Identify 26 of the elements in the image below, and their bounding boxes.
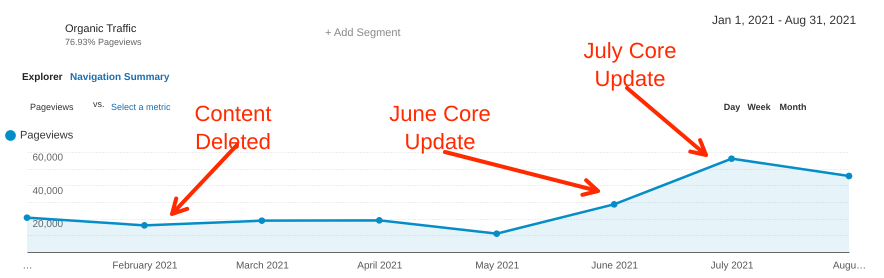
x-tick-label: June 2021 — [591, 260, 638, 272]
x-tick-label: March 2021 — [236, 260, 290, 272]
annotation: Content Deleted — [194, 101, 272, 154]
x-tick-label: July 2021 — [710, 260, 754, 272]
text: + Add Segment — [325, 27, 401, 39]
x-tick-label: May 2021 — [475, 260, 520, 272]
text: Select a metric — [111, 102, 172, 112]
y-tick-label: 60,000 — [32, 152, 64, 164]
legend-label: Pageviews — [20, 130, 74, 142]
text: July Core Update — [584, 38, 676, 91]
text: Explorer — [22, 72, 63, 83]
text: vs. — [93, 99, 105, 109]
text: Month — [780, 102, 806, 112]
text: Pageviews — [30, 102, 74, 112]
text: 76.93% Pageviews — [65, 37, 142, 47]
text: Day — [724, 102, 740, 112]
x-tick-label: … — [22, 260, 32, 272]
text: Organic Traffic — [65, 23, 137, 35]
annotation: June Core Update — [389, 101, 491, 154]
x-tick-label: February 2021 — [112, 260, 178, 272]
x-tick-label: April 2021 — [357, 260, 403, 272]
text: Week — [747, 102, 772, 112]
x-tick-label: Augu… — [832, 260, 866, 272]
text: Navigation Summary — [70, 72, 170, 83]
y-tick-label: 40,000 — [32, 186, 64, 197]
text: Jan 1, 2021 - Aug 31, 2021 — [712, 13, 856, 27]
